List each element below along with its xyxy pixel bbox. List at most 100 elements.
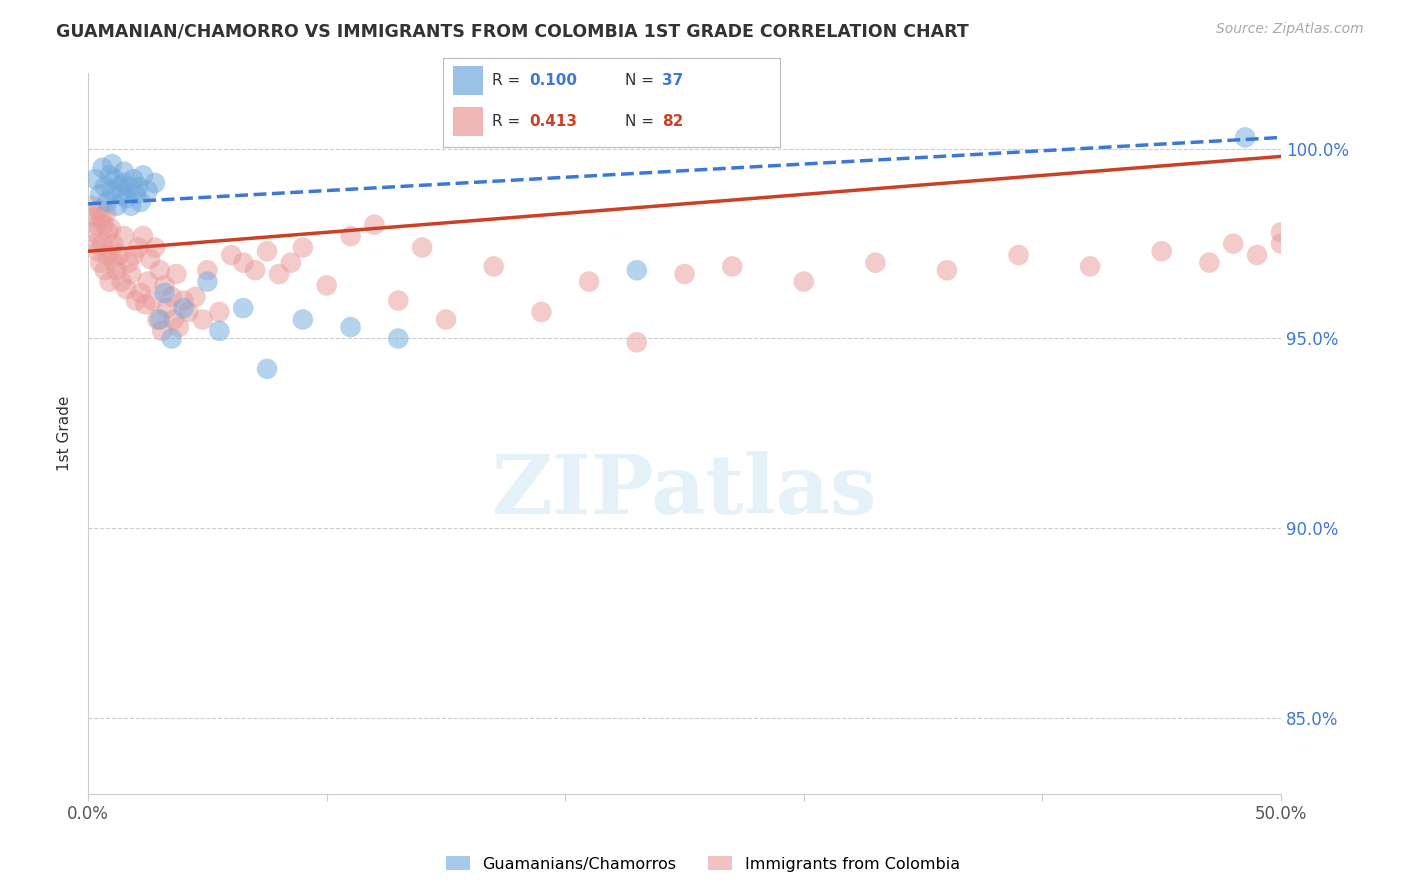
Point (90, 210, 112, 224)
Point (86, 244, 108, 259)
Point (256, 244, 278, 259)
Point (1078, 260, 1101, 274)
Point (865, 255, 887, 269)
Point (105, 263, 128, 277)
Point (173, 293, 195, 308)
Point (411, 240, 433, 254)
Point (191, 312, 214, 326)
Point (173, 301, 195, 315)
Point (136, 275, 159, 289)
Point (94, 179, 117, 194)
Point (103, 236, 125, 251)
Text: ZIPatlas: ZIPatlas (492, 451, 877, 531)
Point (86, 218, 108, 232)
Point (363, 218, 385, 232)
Point (120, 267, 142, 281)
Text: 0.100: 0.100 (529, 73, 576, 88)
Point (122, 172, 145, 186)
Text: N =: N = (626, 114, 659, 129)
Point (150, 324, 173, 338)
Point (149, 263, 172, 277)
Point (101, 184, 124, 198)
Text: Source: ZipAtlas.com: Source: ZipAtlas.com (1216, 22, 1364, 37)
Point (103, 255, 125, 269)
Point (434, 312, 457, 326)
Point (84, 236, 107, 251)
Point (156, 301, 179, 315)
Point (1246, 248, 1268, 262)
Point (96, 248, 118, 262)
Point (143, 176, 166, 190)
Point (232, 301, 254, 315)
Point (110, 275, 132, 289)
Point (127, 179, 149, 194)
Point (626, 335, 648, 350)
Point (84, 172, 107, 186)
Point (1270, 236, 1292, 251)
Point (93, 218, 115, 232)
Point (267, 267, 290, 281)
Point (80, 199, 103, 213)
Point (91, 161, 114, 175)
Point (142, 293, 165, 308)
Point (105, 199, 128, 213)
Point (122, 248, 145, 262)
Point (83, 210, 105, 224)
Text: R =: R = (492, 114, 524, 129)
Bar (453, 107, 484, 136)
Point (118, 179, 141, 194)
Point (132, 229, 155, 244)
Point (129, 285, 152, 300)
Point (153, 278, 176, 293)
Point (530, 305, 553, 319)
Point (315, 278, 337, 293)
Point (291, 240, 314, 254)
Point (82, 225, 104, 239)
Point (96, 194, 118, 209)
Point (339, 229, 361, 244)
Point (165, 267, 187, 281)
Point (721, 260, 744, 274)
Point (98, 275, 121, 289)
Point (149, 312, 172, 326)
Point (132, 169, 155, 183)
Text: R =: R = (492, 73, 524, 88)
Text: GUAMANIAN/CHAMORRO VS IMMIGRANTS FROM COLOMBIA 1ST GRADE CORRELATION CHART: GUAMANIAN/CHAMORRO VS IMMIGRANTS FROM CO… (56, 22, 969, 40)
Point (91, 236, 114, 251)
Point (118, 255, 141, 269)
Point (793, 275, 815, 289)
Point (101, 244, 124, 259)
Point (127, 240, 149, 254)
Point (387, 293, 409, 308)
Point (112, 229, 135, 244)
Point (103, 172, 125, 186)
Point (167, 320, 190, 334)
Point (243, 263, 266, 277)
Point (280, 255, 302, 269)
Point (673, 267, 696, 281)
Point (115, 282, 138, 296)
Point (112, 164, 135, 178)
Point (1270, 225, 1292, 239)
Text: 82: 82 (662, 114, 683, 129)
Point (482, 260, 505, 274)
Point (1007, 248, 1029, 262)
Point (153, 285, 176, 300)
Point (256, 362, 278, 376)
Point (1198, 255, 1220, 269)
Y-axis label: 1st Grade: 1st Grade (58, 396, 72, 471)
Point (197, 263, 219, 277)
Point (1222, 236, 1244, 251)
Point (339, 320, 361, 334)
Point (89, 187, 111, 202)
Point (89, 255, 111, 269)
Point (208, 324, 231, 338)
Point (94, 263, 117, 277)
Point (160, 290, 183, 304)
Text: 0.413: 0.413 (529, 114, 576, 129)
Point (94, 206, 117, 220)
Point (143, 240, 166, 254)
Point (108, 248, 131, 262)
Point (125, 293, 148, 308)
Point (120, 199, 142, 213)
